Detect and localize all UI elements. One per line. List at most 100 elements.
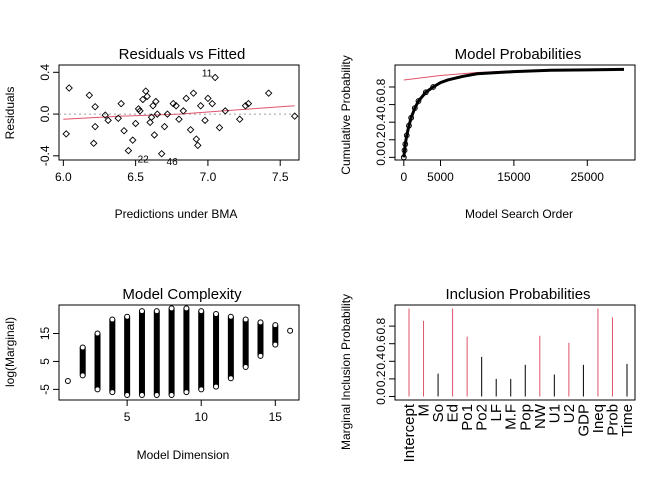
log-marginal-point <box>94 330 101 337</box>
dimension-column-14 <box>257 322 264 356</box>
panel-title: Inclusion Probabilities <box>445 286 590 303</box>
category-label: M <box>416 404 433 417</box>
category-label: Po1 <box>459 404 476 431</box>
log-marginal-point <box>198 386 205 393</box>
residual-point <box>244 99 253 108</box>
residual-point <box>89 139 98 148</box>
y-tick-label: 0.4 <box>374 114 388 131</box>
log-marginal-point <box>124 391 131 398</box>
residual-point <box>114 114 123 122</box>
category-label: Ed <box>445 404 462 422</box>
residual-point <box>189 89 198 97</box>
residual-point <box>62 130 70 138</box>
residuals-vs-fitted-panel: Residuals vs Fitted Predictions under BM… <box>3 46 300 221</box>
y-tick-label: 0.0 <box>374 149 388 166</box>
residual-point <box>85 91 94 100</box>
log-marginal-point <box>272 341 279 348</box>
x-axis-label: Model Dimension <box>137 448 230 462</box>
residual-point <box>101 111 110 119</box>
log-marginal-point <box>153 391 160 398</box>
dimension-column-11 <box>213 313 220 387</box>
cumulative-point <box>408 114 415 121</box>
x-tick-label: 6.0 <box>55 170 72 184</box>
residual-point <box>194 141 202 150</box>
residual-point <box>186 125 195 134</box>
y-tick-label: 0.2 <box>374 370 388 387</box>
y-tick-label: -0.4 <box>38 145 52 166</box>
x-axis-label: Model Search Order <box>465 207 573 221</box>
residual-point <box>201 116 209 125</box>
residual-point <box>208 99 217 108</box>
y-tick-label: 0.6 <box>374 335 388 352</box>
residual-point <box>146 118 154 127</box>
category-label: M.F <box>503 404 520 430</box>
plot-frame <box>394 64 636 161</box>
x-tick-label: 15 <box>269 410 283 424</box>
residual-point <box>241 101 250 110</box>
residual-point <box>131 119 140 128</box>
dimension-column-13 <box>242 319 249 368</box>
category-label: GDP <box>575 404 592 437</box>
log-marginal-point <box>109 316 116 323</box>
y-tick-label: 0.8 <box>374 317 388 334</box>
log-marginal-point <box>153 308 160 315</box>
residual-point <box>152 97 160 106</box>
residual-point <box>143 92 151 101</box>
category-label: Time <box>619 404 636 437</box>
residual-point <box>150 131 159 139</box>
x-tick-label: 7.0 <box>200 170 217 184</box>
residual-point <box>141 87 150 95</box>
log-marginal-point <box>242 364 249 371</box>
log-marginal-point <box>257 319 264 326</box>
residual-point <box>153 110 162 118</box>
dimension-column-5 <box>124 316 131 395</box>
dimension-column-12 <box>227 316 234 379</box>
log-marginal-point <box>213 383 220 390</box>
cumulative-point <box>411 105 418 112</box>
cumulative-point <box>415 98 422 104</box>
log-marginal-point <box>64 378 71 384</box>
residual-point <box>264 89 273 97</box>
y-axis-label: log(Marginal) <box>3 317 17 387</box>
residual-point <box>91 103 99 111</box>
log-marginal-point <box>272 322 279 329</box>
residual-point <box>192 135 201 143</box>
log-marginal-point <box>124 313 131 320</box>
model-complexity-panel: Model Complexity Model Dimension log(Mar… <box>3 286 300 462</box>
category-label: So <box>430 404 447 422</box>
panel-title: Residuals vs Fitted <box>119 46 246 63</box>
y-axis-label: Marginal Inclusion Probability <box>339 294 353 450</box>
smoother-line <box>63 105 295 120</box>
dimension-column-4 <box>109 319 116 393</box>
residual-point <box>175 115 183 124</box>
log-marginal-point <box>109 389 116 396</box>
residual-point <box>215 123 224 132</box>
category-label: U1 <box>546 404 563 423</box>
model-probabilities-panel: Model Probabilities Model Search Order C… <box>339 46 636 221</box>
log-marginal-point <box>168 305 175 312</box>
cumulative-point <box>401 147 408 154</box>
cumulative-point <box>402 141 409 148</box>
log-marginal-point <box>138 391 145 398</box>
y-tick-label: 5 <box>38 358 52 365</box>
log-marginal-point <box>257 352 264 359</box>
residual-point <box>179 107 188 115</box>
x-tick-label: 5000 <box>427 170 454 184</box>
log-marginal-point <box>94 386 101 393</box>
y-tick-label: 0.4 <box>38 64 52 81</box>
residual-point <box>163 110 172 118</box>
residual-point <box>117 99 125 108</box>
residual-point <box>149 101 157 110</box>
panel-title: Model Complexity <box>122 286 242 303</box>
residual-point <box>65 84 73 92</box>
outlier-label: 11 <box>202 69 213 80</box>
residual-point <box>104 116 112 125</box>
residual-point <box>157 149 166 158</box>
dimension-column-6 <box>138 311 145 395</box>
x-tick-label: 7.5 <box>272 170 289 184</box>
log-marginal-point <box>287 327 294 334</box>
log-marginal-point <box>79 344 86 351</box>
residual-point <box>211 73 219 82</box>
dimension-column-10 <box>198 311 205 390</box>
